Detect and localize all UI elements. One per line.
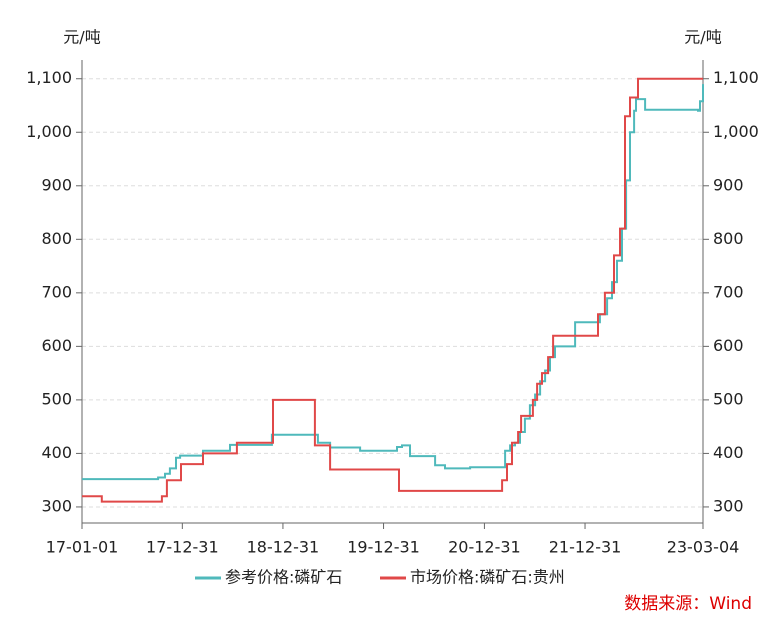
legend-label: 市场价格:磷矿石:贵州: [410, 568, 565, 587]
y-tick-label: 800: [41, 229, 72, 248]
x-tick-label: 23-03-04: [667, 538, 740, 557]
legend-label: 参考价格:磷矿石: [225, 568, 342, 587]
x-tick-label: 17-12-31: [146, 538, 219, 557]
y2-tick-label: 300: [713, 496, 744, 515]
y-tick-label: 300: [41, 496, 72, 515]
x-tick-label: 19-12-31: [347, 538, 420, 557]
y-tick-label: 700: [41, 282, 72, 301]
y-tick-label: 1,000: [26, 122, 72, 141]
y-tick-label: 600: [41, 336, 72, 355]
y2-tick-label: 600: [713, 336, 744, 355]
y2-tick-label: 400: [713, 443, 744, 462]
y-tick-label: 1,100: [26, 68, 72, 87]
y2-tick-label: 1,100: [713, 68, 759, 87]
y-tick-label: 900: [41, 175, 72, 194]
source-note: 数据来源：Wind: [624, 594, 752, 614]
series-line: [82, 84, 704, 481]
y2-tick-label: 1,000: [713, 122, 759, 141]
x-tick-label: 21-12-31: [549, 538, 622, 557]
series-line: [82, 77, 703, 503]
y-unit-right: 元/吨: [684, 28, 721, 47]
y-tick-label: 400: [41, 443, 72, 462]
x-tick-label: 17-01-01: [46, 538, 119, 557]
y2-tick-label: 700: [713, 282, 744, 301]
y-tick-label: 500: [41, 389, 72, 408]
y2-tick-label: 500: [713, 389, 744, 408]
y2-tick-label: 900: [713, 175, 744, 194]
x-tick-label: 18-12-31: [247, 538, 320, 557]
y-unit-left: 元/吨: [63, 28, 100, 47]
x-tick-label: 20-12-31: [448, 538, 521, 557]
y2-tick-label: 800: [713, 229, 744, 248]
